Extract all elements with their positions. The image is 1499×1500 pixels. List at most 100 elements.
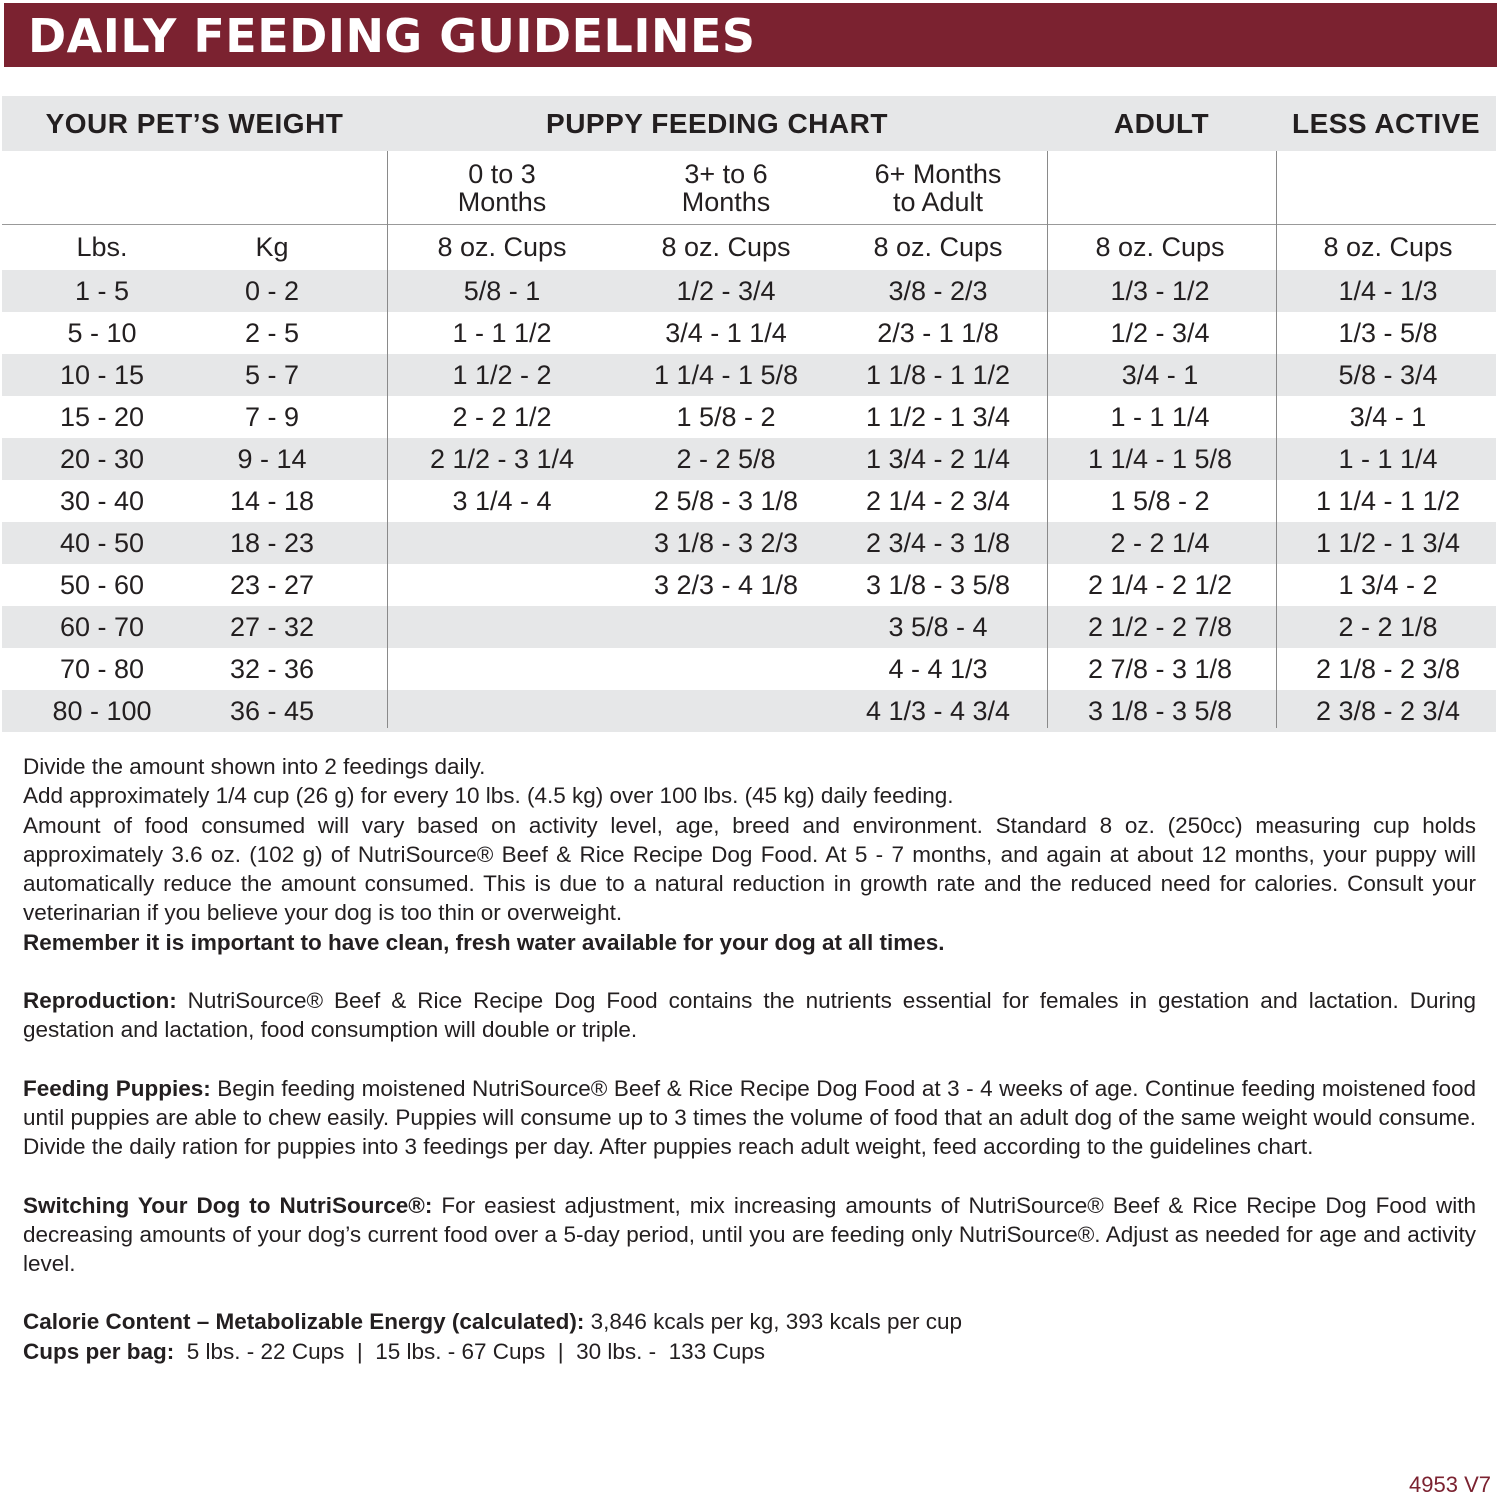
table-cell: 30 - 40	[59, 485, 145, 516]
table-cell: 1 - 1 1/4	[1110, 401, 1210, 432]
table-cell	[626, 690, 826, 732]
table-cell: 40 - 50	[59, 527, 145, 558]
table-cell: 50 - 60	[59, 569, 145, 600]
table-cell: 0 - 2	[244, 275, 300, 306]
table-cell: 5 - 7	[244, 359, 300, 390]
table-cell: 70 - 80	[59, 653, 145, 684]
table-cell: 3 1/8 - 3 5/8	[865, 569, 1011, 600]
calorie-section: Calorie Content – Metabolizable Energy (…	[23, 1309, 963, 1335]
unit-header-row: Lbs. Kg 8 oz. Cups 8 oz. Cups 8 oz. Cups 8 oz…	[2, 225, 1496, 270]
table-cell: 23 - 27	[229, 569, 315, 600]
table-row: 60 - 70 27 - 32 3 5/8 - 4 2 1/2 - 2 7/8 2 - …	[2, 606, 1496, 648]
table-cell: 2 - 2 1/2	[452, 401, 552, 432]
table-cell: 2 3/4 - 3 1/8	[865, 527, 1011, 558]
table-row: 5 - 10 2 - 5 1 - 1 1/2 3/4 - 1 1/4 2/3 - 1 1…	[2, 312, 1496, 354]
age-header-row: 0 to 3 Months 3+ to 6 Months 6+ Months to A…	[2, 151, 1496, 225]
table-cell	[402, 606, 602, 648]
table-cell: 7 - 9	[244, 401, 300, 432]
table-cell: 15 - 20	[59, 401, 145, 432]
table-cell: 3 1/8 - 3 2/3	[653, 527, 799, 558]
table-cell: 1 - 5	[74, 275, 130, 306]
puppies-section: Feeding Puppies: Begin feeding moistened…	[23, 1075, 1477, 1160]
table-cell: 2 1/2 - 3 1/4	[429, 443, 575, 474]
table-cell: 5/8 - 3/4	[1338, 359, 1438, 390]
table-cell: 3/4 - 1 1/4	[665, 317, 787, 348]
table-cell: 1 1/4 - 1 1/2	[1315, 485, 1461, 516]
table-cell	[402, 690, 602, 732]
table-cell: 1 1/2 - 2	[452, 359, 552, 390]
product-code: 4953 V7	[1409, 1472, 1491, 1497]
table-row: 80 - 100 36 - 45 4 1/3 - 4 3/4 3 1/8 - 3 5/…	[2, 690, 1496, 732]
table-cell: 2 5/8 - 3 1/8	[653, 485, 799, 516]
table-cell: 36 - 45	[229, 695, 315, 726]
table-cell: 1/3 - 1/2	[1110, 275, 1210, 306]
table-cell: 1 - 1 1/2	[452, 317, 552, 348]
table-cell: 1 5/8 - 2	[1110, 485, 1210, 516]
note: Divide the amount shown into 2 feedings …	[23, 754, 486, 779]
table-cell: 4 1/3 - 4 3/4	[865, 695, 1011, 726]
table-row: 50 - 60 23 - 27 3 2/3 - 4 1/8 3 1/8 - 3 5/8…	[2, 564, 1496, 606]
table-cell: 1 3/4 - 2	[1338, 569, 1438, 600]
table-cell: 1 1/2 - 1 3/4	[1315, 527, 1461, 558]
table-cell: 27 - 32	[229, 611, 315, 642]
table-cell: 3/8 - 2/3	[888, 275, 988, 306]
feeding-table: YOUR PET’S WEIGHT PUPPY FEEDING CHART AD…	[2, 96, 1496, 732]
table-cell: 2 1/8 - 2 3/8	[1315, 653, 1461, 684]
table-cell: 3 2/3 - 4 1/8	[653, 569, 799, 600]
table-cell: 32 - 36	[229, 653, 315, 684]
unit-header: 8 oz. Cups	[873, 232, 1003, 262]
unit-header: 8 oz. Cups	[1095, 232, 1225, 262]
table-cell: 80 - 100	[52, 695, 152, 726]
table-row: 15 - 20 7 - 9 2 - 2 1/2 1 5/8 - 2 1 1/2 - 1 …	[2, 396, 1496, 438]
table-cell: 5/8 - 1	[463, 275, 541, 306]
table-cell: 2 - 5	[244, 317, 300, 348]
table-cell: 1 3/4 - 2 1/4	[865, 443, 1011, 474]
table-row: 20 - 30 9 - 14 2 1/2 - 3 1/4 2 - 2 5/8 1 3/4…	[2, 438, 1496, 480]
table-cell: 18 - 23	[229, 527, 315, 558]
table-cell: 2 1/4 - 2 1/2	[1087, 569, 1233, 600]
unit-header: 8 oz. Cups	[437, 232, 567, 262]
table-cell: 9 - 14	[237, 443, 307, 474]
title-banner: DAILY FEEDING GUIDELINES	[4, 3, 1497, 67]
divider	[1047, 151, 1048, 728]
table-cell: 14 - 18	[229, 485, 315, 516]
divider	[387, 151, 388, 728]
table-row: 30 - 40 14 - 18 3 1/4 - 4 2 5/8 - 3 1/8 2 1/…	[2, 480, 1496, 522]
header-weight: YOUR PET’S WEIGHT	[45, 107, 344, 139]
table-cell: 1 1/2 - 1 3/4	[865, 401, 1011, 432]
table-cell: 1 1/4 - 1 5/8	[653, 359, 799, 390]
table-cell: 2 1/2 - 2 7/8	[1087, 611, 1233, 642]
unit-header: 8 oz. Cups	[661, 232, 791, 262]
table-cell: 2/3 - 1 1/8	[877, 317, 999, 348]
age-header: 3+ to 6 Months	[681, 158, 771, 217]
cups-section: Cups per bag: 5 lbs. - 22 Cups | 15 lbs.…	[23, 1338, 765, 1364]
table-cell: 2 1/4 - 2 3/4	[865, 485, 1011, 516]
unit-header: Lbs.	[76, 232, 128, 262]
header-less-active: LESS ACTIVE	[1291, 107, 1481, 139]
table-cell: 3 5/8 - 4	[888, 611, 988, 642]
table-cell: 3 1/4 - 4	[452, 485, 552, 516]
unit-header: 8 oz. Cups	[1323, 232, 1453, 262]
table-cell: 3/4 - 1	[1349, 401, 1427, 432]
table-cell	[402, 648, 602, 690]
table-cell: 4 - 4 1/3	[888, 653, 988, 684]
table-row: 70 - 80 32 - 36 4 - 4 1/3 2 7/8 - 3 1/8 2 1/…	[2, 648, 1496, 690]
table-cell: 1/2 - 3/4	[676, 275, 776, 306]
table-row: 10 - 15 5 - 7 1 1/2 - 2 1 1/4 - 1 5/8 1 1/8 …	[2, 354, 1496, 396]
feeding-notes: Divide the amount shown into 2 feedings …	[23, 752, 1476, 1366]
table-cell: 2 - 2 1/4	[1110, 527, 1210, 558]
table-cell: 1/3 - 5/8	[1338, 317, 1438, 348]
table-cell: 1 1/4 - 1 5/8	[1087, 443, 1233, 474]
table-cell: 1 1/8 - 1 1/2	[865, 359, 1011, 390]
table-cell: 1 - 1 1/4	[1338, 443, 1438, 474]
note: Add approximately 1/4 cup (26 g) for eve…	[23, 783, 954, 809]
age-header: 6+ Months to Adult	[874, 158, 1002, 217]
unit-header: Kg	[255, 232, 289, 262]
header-adult: ADULT	[1113, 107, 1210, 139]
table-cell: 1/4 - 1/3	[1338, 275, 1438, 306]
table-cell: 2 3/8 - 2 3/4	[1315, 695, 1461, 726]
table-cell: 1/2 - 3/4	[1110, 317, 1210, 348]
page-title: DAILY FEEDING GUIDELINES	[28, 9, 756, 63]
age-header: 0 to 3 Months	[457, 158, 547, 217]
group-header-row: YOUR PET’S WEIGHT PUPPY FEEDING CHART AD…	[2, 96, 1496, 151]
